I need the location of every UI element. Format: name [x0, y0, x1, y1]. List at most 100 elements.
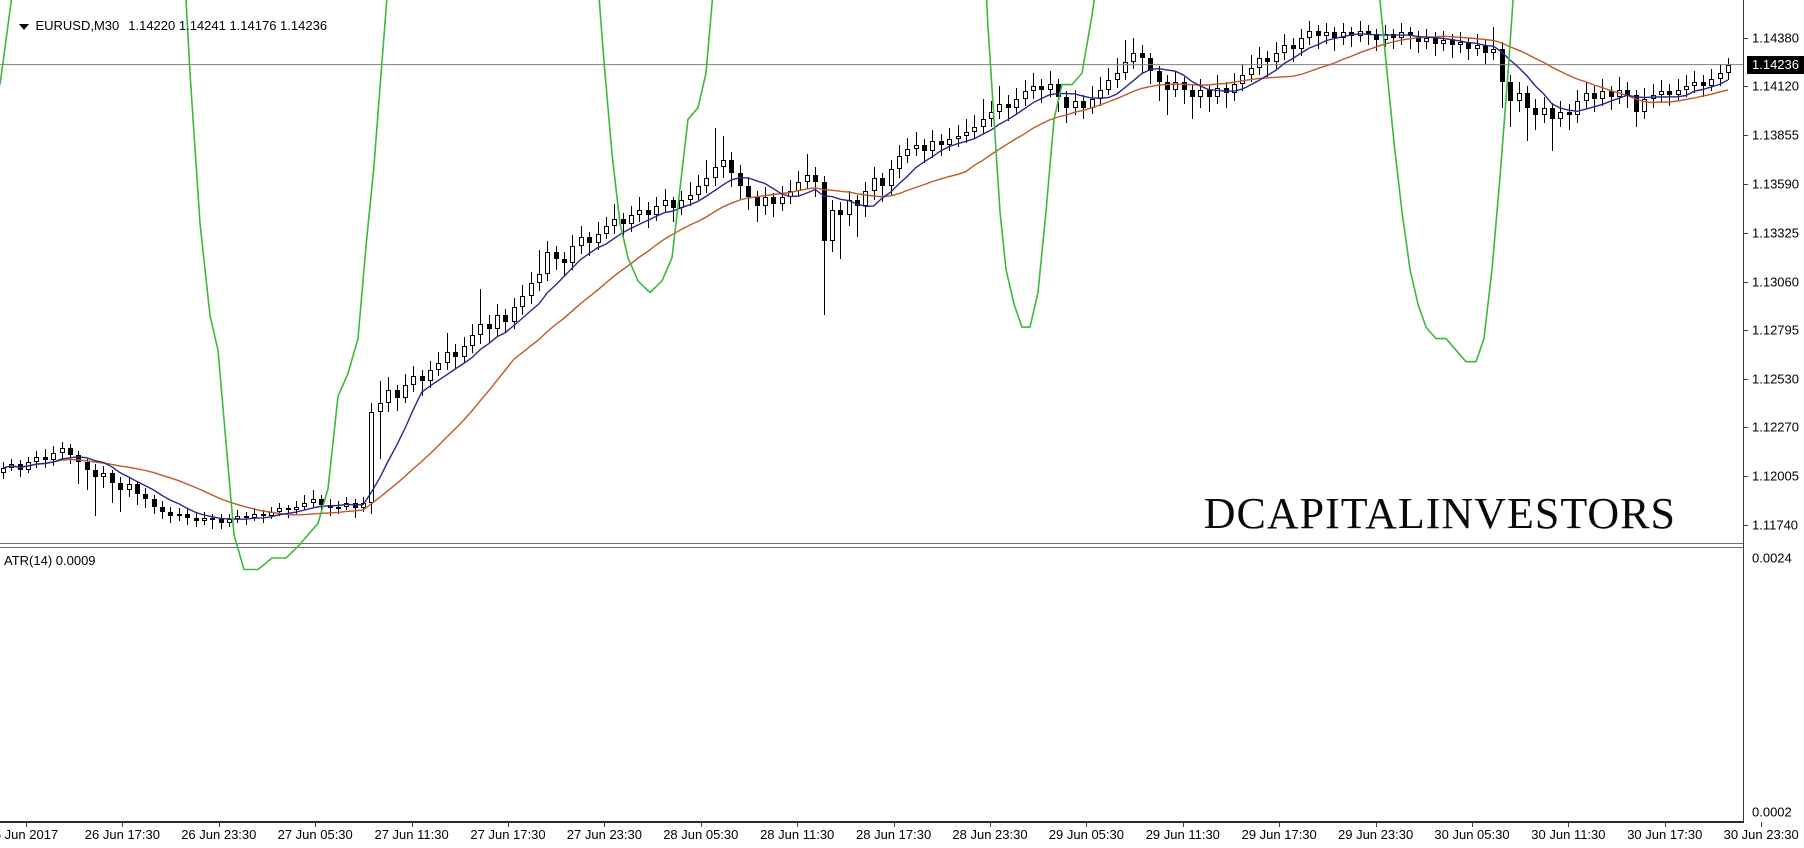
candle: [252, 513, 257, 518]
candle: [478, 323, 483, 335]
candle: [1500, 49, 1505, 83]
candle: [1408, 32, 1413, 37]
candle: [1617, 89, 1622, 98]
candle-wick: [1393, 28, 1394, 50]
candle: [1399, 32, 1404, 38]
time-axis-label: 29 Jun 17:30: [1241, 827, 1317, 842]
time-axis-label: 29 Jun 05:30: [1048, 827, 1124, 842]
candle-wick: [1125, 39, 1126, 81]
candle: [914, 144, 919, 149]
candle: [51, 453, 56, 461]
symbol-period-label: EURUSD,M30: [35, 18, 120, 33]
candle-wick: [263, 510, 264, 524]
candle: [361, 502, 366, 509]
candle: [110, 473, 115, 483]
candle: [26, 462, 31, 470]
candle: [1073, 100, 1078, 109]
candle: [738, 172, 743, 186]
candle-wick: [1376, 28, 1377, 51]
candle: [160, 506, 165, 513]
price-axis-label: 1.14120: [1752, 78, 1799, 94]
time-axis-tick: [411, 822, 413, 827]
candle: [68, 447, 73, 455]
candle-wick: [1184, 76, 1185, 105]
candle: [847, 200, 852, 216]
time-axis-tick: [700, 822, 702, 827]
candle: [671, 200, 676, 208]
candle-wick: [648, 202, 649, 228]
candle-wick: [480, 288, 481, 345]
candle: [964, 132, 969, 136]
candle: [512, 307, 517, 323]
candle: [1265, 58, 1270, 62]
candle: [344, 502, 349, 507]
price-axis-label: 1.12795: [1752, 322, 1799, 338]
candle: [470, 334, 475, 347]
candle: [1718, 73, 1723, 79]
candle: [428, 370, 433, 382]
candle-wick: [1435, 32, 1436, 57]
symbol-dropdown-icon[interactable]: [19, 23, 30, 30]
candle-wick: [1703, 74, 1704, 98]
candle: [219, 519, 224, 524]
candle: [897, 156, 902, 169]
time-axis-label: 27 Jun 05:30: [277, 827, 353, 842]
candle: [202, 517, 207, 522]
candle: [1491, 49, 1496, 53]
candle-wick: [288, 504, 289, 518]
candle: [1366, 30, 1371, 35]
candle: [378, 403, 383, 413]
candle: [629, 215, 634, 225]
candle: [688, 194, 693, 201]
candle: [813, 174, 818, 182]
candle: [939, 141, 944, 145]
candle: [227, 519, 232, 524]
candle: [997, 104, 1002, 112]
candle: [93, 469, 98, 478]
candle: [1424, 38, 1429, 42]
candle-wick: [1410, 26, 1411, 50]
candle-wick: [1041, 78, 1042, 103]
candle: [763, 196, 768, 206]
candle: [696, 185, 701, 195]
candle: [1090, 98, 1095, 109]
candle: [311, 499, 316, 503]
time-axis-label: 28 Jun 23:30: [952, 827, 1028, 842]
candle: [269, 512, 274, 516]
candle: [1299, 38, 1304, 50]
candle: [60, 447, 65, 454]
candle: [336, 506, 341, 509]
candle: [1014, 98, 1019, 109]
candle: [1667, 91, 1672, 96]
time-axis-tick: [218, 822, 220, 827]
price-axis-label: 1.12005: [1752, 468, 1799, 484]
panel-separator-line[interactable]: [0, 543, 1743, 544]
candle: [1324, 32, 1329, 37]
main-chart-panel[interactable]: DCAPITALINVESTORS: [0, 0, 1743, 543]
panel-separator-line[interactable]: [0, 547, 1743, 548]
candle: [235, 515, 240, 520]
candle: [1659, 91, 1664, 96]
candle: [1249, 67, 1254, 75]
candle: [863, 191, 868, 206]
candle: [1450, 39, 1455, 46]
candle-wick: [1167, 74, 1168, 116]
candle: [1575, 100, 1580, 116]
candle: [1115, 73, 1120, 81]
candle: [1232, 84, 1237, 94]
candle: [1081, 100, 1086, 109]
candle-wick: [1669, 84, 1670, 107]
candle: [1625, 89, 1630, 96]
time-axis-label: 28 Jun 11:30: [760, 827, 835, 842]
candle: [1039, 85, 1044, 90]
candle-wick: [1226, 82, 1227, 109]
atr-indicator-panel[interactable]: [0, 549, 1743, 822]
candle: [353, 502, 358, 509]
candle-wick: [924, 139, 925, 164]
candle: [1123, 61, 1128, 74]
candle: [302, 502, 307, 507]
candle: [18, 464, 23, 470]
candle: [637, 209, 642, 216]
time-axis-tick: [122, 822, 124, 827]
candle: [1240, 74, 1245, 85]
